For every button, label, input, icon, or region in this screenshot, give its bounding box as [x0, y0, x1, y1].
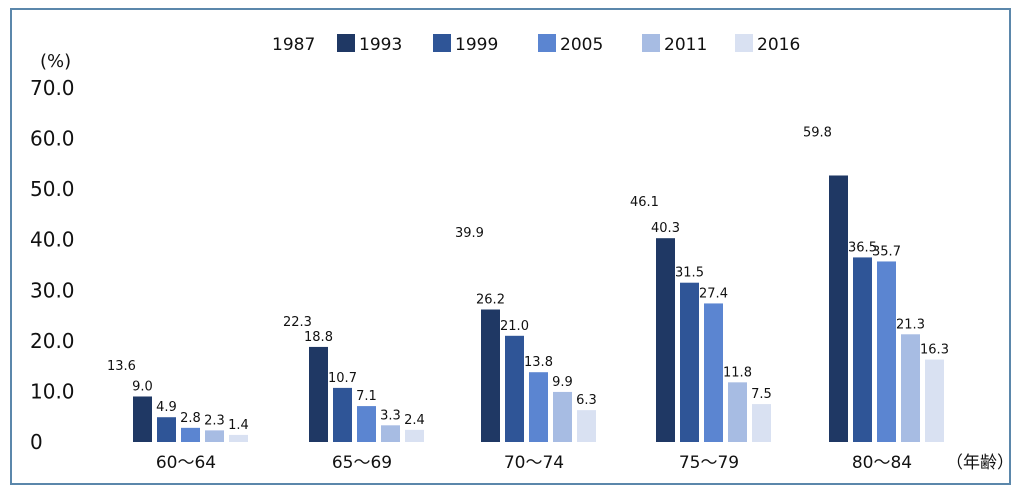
data-label-2011: 2.3 — [204, 413, 225, 428]
legend-label-1993: 1993 — [359, 35, 402, 55]
legend-swatch-1993 — [337, 34, 355, 52]
bar-2011 — [205, 430, 224, 442]
bar-2011 — [553, 391, 572, 442]
legend-label-2005: 2005 — [560, 35, 603, 55]
data-label-1993: 40.3 — [651, 221, 680, 236]
data-label-2005: 27.4 — [699, 286, 728, 301]
data-label-1987: 59.8 — [803, 126, 832, 141]
bar-1999 — [157, 417, 176, 442]
bar-2005 — [877, 261, 896, 442]
data-label-1999: 10.7 — [328, 371, 357, 386]
data-label-2016: 16.3 — [920, 343, 949, 358]
bar-2016 — [925, 359, 944, 442]
data-label-2005: 7.1 — [356, 389, 377, 404]
data-label-2005: 35.7 — [872, 244, 901, 259]
bar-2005 — [357, 406, 376, 442]
x-axis-unit: （年齢） — [946, 453, 1014, 473]
bar-1993 — [829, 175, 848, 442]
data-label-2016: 1.4 — [228, 418, 249, 433]
bar-2016 — [752, 404, 771, 442]
bar-2011 — [728, 382, 747, 442]
data-label-1999: 21.0 — [500, 319, 529, 334]
bar-2011 — [901, 334, 920, 442]
x-category-label: 60～64 — [156, 453, 216, 473]
legend-swatch-2016 — [735, 34, 753, 52]
data-label-1999: 4.9 — [156, 400, 177, 415]
y-tick-label: 0 — [30, 430, 43, 454]
data-label-2005: 2.8 — [180, 411, 201, 426]
bar-2016 — [229, 434, 248, 442]
data-label-2005: 13.8 — [524, 355, 553, 370]
data-label-2016: 7.5 — [751, 387, 772, 402]
bar-1993 — [481, 309, 500, 442]
legend-label-1987: 1987 — [272, 35, 315, 55]
x-category-label: 70～74 — [504, 453, 564, 473]
bar-2005 — [529, 372, 548, 442]
y-tick-label: 30.0 — [30, 278, 75, 302]
data-label-1987: 46.1 — [630, 195, 659, 210]
bar-2016 — [577, 410, 596, 442]
legend-swatch-1999 — [433, 34, 451, 52]
y-tick-label: 60.0 — [30, 127, 75, 151]
bar-1999 — [505, 335, 524, 442]
x-category-label: 80～84 — [852, 453, 912, 473]
legend-label-2011: 2011 — [664, 35, 707, 55]
bar-2011 — [381, 425, 400, 442]
legend-label-2016: 2016 — [757, 35, 800, 55]
x-category-label: 75～79 — [679, 453, 739, 473]
data-label-2011: 3.3 — [380, 408, 401, 423]
y-axis-label: (%) — [40, 51, 71, 72]
bar-1999 — [333, 387, 352, 442]
bar-1999 — [853, 257, 872, 442]
y-tick-label: 70.0 — [30, 76, 75, 100]
x-category-label: 65～69 — [332, 453, 392, 473]
legend-label-1999: 1999 — [455, 35, 498, 55]
data-label-1987: 13.6 — [107, 359, 136, 374]
y-tick-label: 10.0 — [30, 379, 75, 403]
bar-1993 — [133, 396, 152, 442]
data-label-2011: 21.3 — [896, 317, 925, 332]
data-label-1993: 18.8 — [304, 330, 333, 345]
data-label-1987: 39.9 — [455, 226, 484, 241]
data-label-1999: 31.5 — [675, 266, 704, 281]
y-tick-label: 50.0 — [30, 177, 75, 201]
y-tick-label: 20.0 — [30, 329, 75, 353]
data-label-1993: 26.2 — [476, 293, 505, 308]
data-label-2016: 2.4 — [404, 413, 425, 428]
data-label-2016: 6.3 — [576, 393, 597, 408]
bar-2016 — [405, 429, 424, 442]
data-label-1987: 22.3 — [283, 315, 312, 330]
bar-2005 — [704, 303, 723, 442]
data-label-2011: 11.8 — [723, 365, 752, 380]
legend-swatch-2005 — [538, 34, 556, 52]
data-label-1999: 36.5 — [848, 240, 877, 255]
y-tick-label: 40.0 — [30, 228, 75, 252]
data-label-1993: 9.0 — [132, 379, 153, 394]
legend-swatch-2011 — [642, 34, 660, 52]
bar-1993 — [309, 346, 328, 442]
bar-1999 — [680, 282, 699, 442]
bar-1993 — [656, 238, 675, 442]
data-label-2011: 9.9 — [552, 375, 573, 390]
bar-2005 — [181, 427, 200, 442]
